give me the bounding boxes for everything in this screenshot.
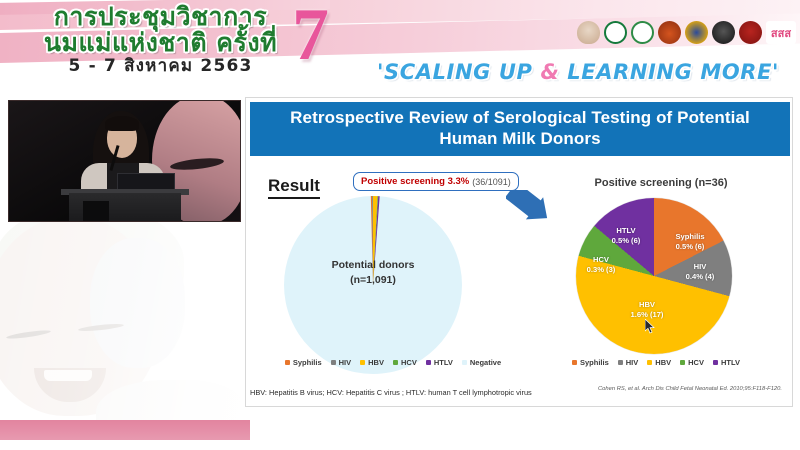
potential-donors-pie-chart: Potential donors (n=1,091) [284,196,484,396]
slice-label-hiv-name: HIV [693,262,707,271]
tagline-ampersand: & [540,60,560,84]
legend-item-hcv-left: HCV [392,358,417,367]
legend-swatch-htlv-r [712,360,718,365]
positive-screening-pie-title: Positive screening (n=36) [594,177,728,189]
legend-label-negative: Negative [469,358,502,367]
legend-label-htlv-r: HTLV [720,358,740,367]
source-citation: Cohen RS, et al. Arch Dis Child Fetal Ne… [598,386,782,392]
slice-label-hbv-value: 1.6% (17) [630,310,664,320]
legend-label-hcv: HCV [400,358,417,367]
logo-red-crest-icon [739,21,762,44]
flow-arrow-icon [506,190,548,220]
result-heading: Result [268,176,320,199]
positive-screening-legend: Syphilis HIV HBV HCV HTLV [546,358,766,367]
podium-plate [83,201,109,221]
legend-label-hbv-r: HBV [655,358,672,367]
logo-medical-green-2-icon [631,21,654,44]
legend-item-htlv-left: HTLV [425,358,453,367]
logo-black-emblem-icon [712,21,735,44]
photo-fade-overlay [0,212,250,440]
legend-swatch-syphilis-r [572,360,577,365]
slice-label-hbv: HBV 1.6% (17) [616,300,678,321]
slice-label-hiv: HIV 0.4% (4) [672,262,728,283]
positive-screening-callout: Positive screening 3.3% (36/1091) [353,172,519,191]
sponsor-logos: สสส [577,21,796,44]
conference-thai-title: การประชุมวิชาการ นมแม่แห่งชาติ ครั้งที่ … [18,4,303,75]
conference-date: 5 - 7 สิงหาคม 2563 [68,56,253,76]
positive-screening-pie-chart: Syphilis 0.5% (6) HIV 0.4% (4) HBV 1.6% … [576,198,736,358]
legend-item-hbv-right: HBV [647,358,671,367]
slice-label-htlv-name: HTLV [616,226,636,235]
legend-swatch-hiv-r [617,360,623,365]
slice-label-htlv-value: 0.5% (6) [611,236,641,246]
speaker-fringe [105,116,139,131]
potential-donors-slivers [370,196,380,285]
legend-label-syphilis-r: Syphilis [580,358,609,367]
legend-label-syphilis: Syphilis [292,358,322,367]
logo-royal-blue-gold-icon [685,21,708,44]
abbreviation-footnote: HBV: Hepatitis B virus; HCV: Hepatitis C… [250,387,532,397]
legend-label-hiv-r: HIV [625,358,639,367]
slice-label-htlv: HTLV 0.5% (6) [598,226,654,247]
slice-label-hcv-name: HCV [592,255,610,264]
podium-top [61,189,189,195]
tagline-part-1: 'SCALING UP [376,60,541,84]
logo-ministry-orange-icon [658,21,681,44]
bottom-white-strip [0,440,800,450]
legend-swatch-hbv [360,360,366,365]
slice-label-hbv-name: HBV [638,300,656,309]
legend-label-htlv: HTLV [433,358,453,367]
footnote-row: HBV: Hepatitis B virus; HCV: Hepatitis C… [250,382,790,402]
legend-swatch-hcv [392,360,398,365]
legend-item-syphilis-right: Syphilis [572,358,609,367]
logo-thai-royal-icon [577,21,600,44]
potential-donors-title: Potential donors [331,259,415,271]
baby-background-photo [0,212,250,440]
slice-label-syphilis: Syphilis 0.5% (6) [660,232,720,253]
legend-item-hiv-left: HIV [330,358,352,367]
conference-header-banner: การประชุมวิชาการ นมแม่แห่งชาติ ครั้งที่ … [0,0,800,94]
thai-title-line-2: นมแม่แห่งชาติ ครั้งที่ [43,27,278,57]
legend-swatch-htlv [425,360,431,365]
potential-donors-legend: Syphilis HIV HBV HCV HTLV Negative [264,358,522,367]
callout-highlight: Positive screening 3.3% [361,176,470,187]
legend-swatch-hbv-r [647,360,653,365]
slice-label-syphilis-name: Syphilis [675,232,705,241]
potential-donors-center-label: Potential donors (n=1,091) [284,258,462,288]
legend-item-hiv-right: HIV [617,358,639,367]
legend-swatch-negative [461,360,467,365]
legend-item-syphilis-left: Syphilis [284,358,322,367]
mouse-cursor-icon [645,319,655,334]
legend-swatch-hcv-r [680,360,686,365]
positive-screening-pie-circle [576,198,732,354]
legend-label-hbv: HBV [368,358,384,367]
slice-label-hcv-value: 0.3% (3) [586,265,616,275]
callout-detail: (36/1091) [472,176,511,187]
legend-label-hcv-r: HCV [688,358,704,367]
legend-item-negative-left: Negative [461,358,502,367]
speaker-video-thumbnail[interactable] [8,100,241,222]
logo-medical-green-1-icon [604,21,627,44]
tagline-part-2: LEARNING MORE' [559,60,780,84]
slide-title: Retrospective Review of Serological Test… [250,102,790,156]
legend-item-hbv-left: HBV [360,358,384,367]
slide-card: Retrospective Review of Serological Test… [245,97,793,407]
conference-tagline: 'SCALING UP & LEARNING MORE' [360,60,796,84]
legend-label-hiv: HIV [338,358,352,367]
potential-donors-subtitle: (n=1,091) [350,274,396,287]
slice-label-hcv: HCV 0.3% (3) [575,255,627,276]
slice-label-syphilis-value: 0.5% (6) [675,242,705,252]
legend-swatch-syphilis [284,360,290,365]
edition-number: 7 [292,0,329,76]
legend-item-hcv-right: HCV [680,358,704,367]
logo-sss-icon: สสส [766,21,796,44]
thai-title-line-1: การประชุมวิชาการ [53,2,268,31]
slice-label-hiv-value: 0.4% (4) [685,272,715,282]
legend-swatch-hiv [330,360,336,365]
legend-item-htlv-right: HTLV [712,358,740,367]
